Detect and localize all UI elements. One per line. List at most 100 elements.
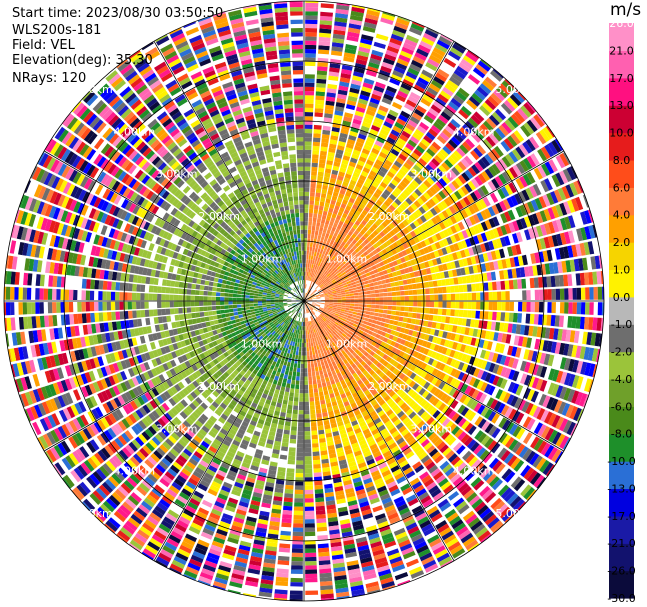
velocity-gate	[421, 36, 435, 46]
velocity-gate	[320, 15, 333, 21]
velocity-gate	[353, 292, 359, 296]
velocity-gate	[293, 363, 298, 368]
velocity-gate	[362, 167, 371, 174]
velocity-gate	[295, 350, 299, 356]
velocity-gate	[354, 210, 361, 217]
velocity-gate	[392, 70, 404, 78]
velocity-gate	[392, 125, 402, 134]
velocity-gate	[522, 290, 527, 300]
velocity-gate	[365, 13, 379, 21]
velocity-gate	[316, 252, 320, 257]
velocity-gate	[547, 302, 552, 313]
velocity-gate	[350, 83, 361, 90]
velocity-gate	[304, 380, 308, 385]
velocity-gate	[508, 166, 519, 179]
velocity-gate	[318, 555, 331, 561]
velocity-gate	[499, 200, 507, 212]
velocity-gate	[306, 250, 309, 255]
velocity-gate	[367, 219, 374, 226]
velocity-gate	[405, 99, 417, 108]
velocity-gate	[301, 343, 304, 348]
velocity-gate	[476, 244, 483, 254]
velocity-gate	[367, 174, 375, 181]
velocity-gate	[314, 484, 323, 490]
velocity-gate	[417, 295, 422, 301]
velocity-gate	[390, 212, 398, 220]
velocity-gate	[394, 315, 400, 321]
velocity-gate	[331, 195, 338, 201]
velocity-gate	[354, 236, 360, 242]
velocity-gate	[390, 266, 396, 273]
velocity-gate	[313, 238, 317, 244]
velocity-gate	[379, 237, 386, 244]
velocity-gate	[589, 302, 594, 315]
velocity-gate	[294, 502, 304, 507]
velocity-gate	[504, 280, 510, 290]
velocity-gate	[313, 137, 321, 143]
velocity-gate	[296, 346, 299, 352]
velocity-gate	[373, 285, 379, 290]
velocity-gate	[357, 102, 367, 109]
velocity-gate	[322, 281, 327, 286]
velocity-gate	[520, 124, 531, 138]
velocity-gate	[308, 212, 313, 218]
velocity-gate	[393, 175, 402, 184]
velocity-gate	[336, 2, 350, 7]
velocity-gate	[313, 358, 317, 364]
velocity-gate	[330, 245, 336, 250]
velocity-gate	[317, 276, 322, 281]
velocity-gate	[397, 137, 407, 146]
velocity-gate	[304, 259, 306, 264]
velocity-gate	[373, 281, 378, 286]
velocity-gate	[345, 205, 352, 211]
velocity-gate	[366, 263, 372, 269]
velocity-gate	[488, 301, 493, 311]
velocity-gate	[461, 172, 470, 182]
velocity-gate	[547, 289, 552, 300]
velocity-gate	[517, 108, 529, 121]
velocity-gate	[415, 80, 427, 90]
velocity-gate	[304, 426, 311, 432]
velocity-gate	[307, 295, 311, 299]
velocity-gate	[402, 279, 408, 285]
velocity-gate	[333, 25, 347, 32]
velocity-gate	[437, 248, 444, 257]
velocity-gate	[313, 384, 318, 389]
velocity-gate	[329, 275, 334, 280]
velocity-gate	[304, 154, 312, 159]
velocity-gate	[305, 53, 316, 58]
velocity-gate	[304, 137, 312, 142]
velocity-gate	[368, 61, 380, 69]
velocity-gate	[351, 233, 357, 239]
velocity-gate	[305, 40, 317, 46]
velocity-gate	[354, 167, 362, 175]
velocity-gate	[353, 309, 358, 313]
velocity-gate	[314, 234, 318, 240]
velocity-gate	[367, 257, 373, 263]
velocity-gate	[367, 66, 379, 73]
velocity-gate	[368, 251, 375, 258]
velocity-gate	[349, 261, 355, 267]
velocity-gate	[354, 253, 360, 259]
velocity-gate	[435, 223, 443, 232]
velocity-gate	[415, 250, 422, 257]
velocity-gate	[484, 219, 492, 230]
velocity-gate	[448, 101, 460, 111]
velocity-gate	[484, 242, 491, 252]
velocity-gate	[362, 301, 367, 304]
velocity-gate	[343, 151, 352, 157]
velocity-gate	[409, 135, 420, 145]
velocity-gate	[346, 143, 354, 149]
velocity-gate	[304, 229, 308, 234]
velocity-gate	[320, 294, 325, 297]
velocity-gate	[304, 162, 311, 167]
velocity-gate	[311, 230, 315, 235]
velocity-gate	[407, 170, 416, 179]
velocity-gate	[558, 274, 564, 287]
velocity-gate	[468, 265, 474, 274]
velocity-gate	[436, 279, 442, 287]
velocity-gate	[540, 146, 551, 160]
velocity-gate	[347, 31, 360, 38]
velocity-gate	[341, 301, 346, 303]
velocity-gate	[316, 522, 327, 528]
